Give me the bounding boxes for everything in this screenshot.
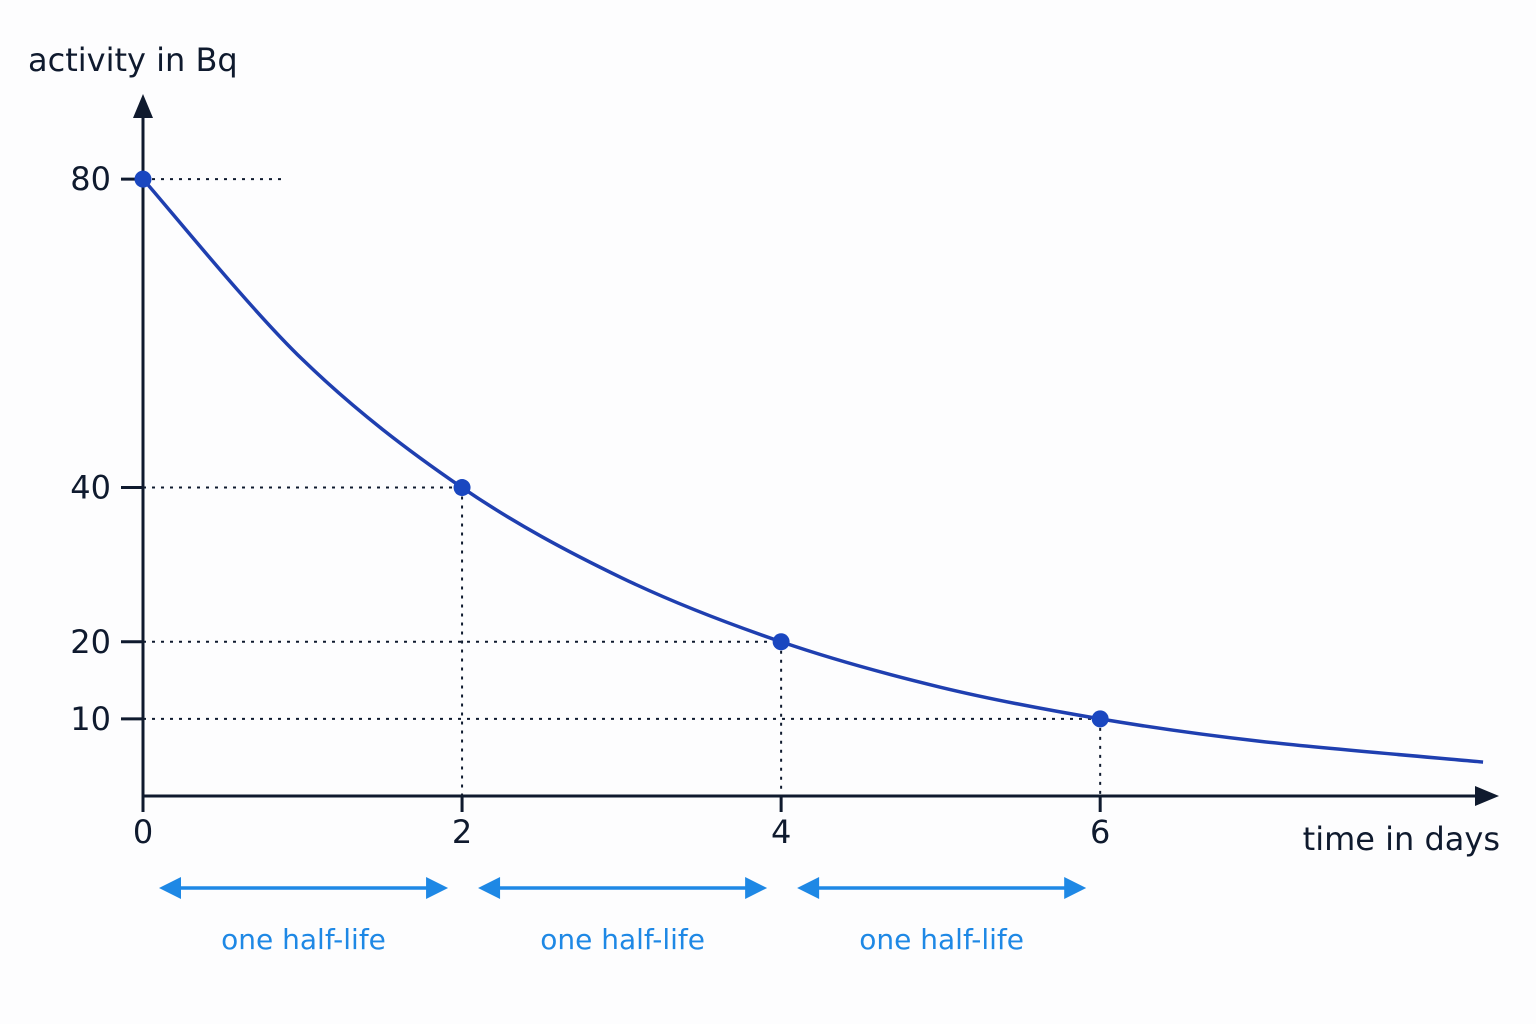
arrow-head — [797, 877, 820, 899]
arrow-head — [426, 877, 449, 899]
x-tick-label: 2 — [452, 813, 472, 851]
decay-curve — [141, 177, 1484, 764]
x-tick-label: 0 — [133, 813, 153, 851]
data-point — [453, 479, 471, 497]
annotation-label: one half-life — [859, 923, 1024, 956]
x-tick-label: 6 — [1090, 813, 1110, 851]
arrow-head — [745, 877, 768, 899]
x-axis-label: time in days — [1303, 820, 1500, 858]
x-axis-arrow — [1475, 786, 1499, 806]
y-axis-label: activity in Bq — [28, 41, 238, 79]
data-point — [134, 170, 152, 188]
annotation-label: one half-life — [221, 923, 386, 956]
arrow-head — [159, 877, 181, 899]
arrow-head — [478, 877, 501, 899]
y-tick-label: 20 — [70, 623, 111, 661]
y-axis-arrow — [133, 94, 153, 118]
y-tick-label: 80 — [70, 160, 111, 198]
annotation-label: one half-life — [540, 923, 705, 956]
data-point — [772, 633, 790, 651]
data-point — [1091, 710, 1109, 728]
y-tick-label: 40 — [70, 469, 111, 507]
arrow-head — [1064, 877, 1087, 899]
x-tick-label: 4 — [771, 813, 791, 851]
y-tick-label: 10 — [70, 700, 111, 738]
